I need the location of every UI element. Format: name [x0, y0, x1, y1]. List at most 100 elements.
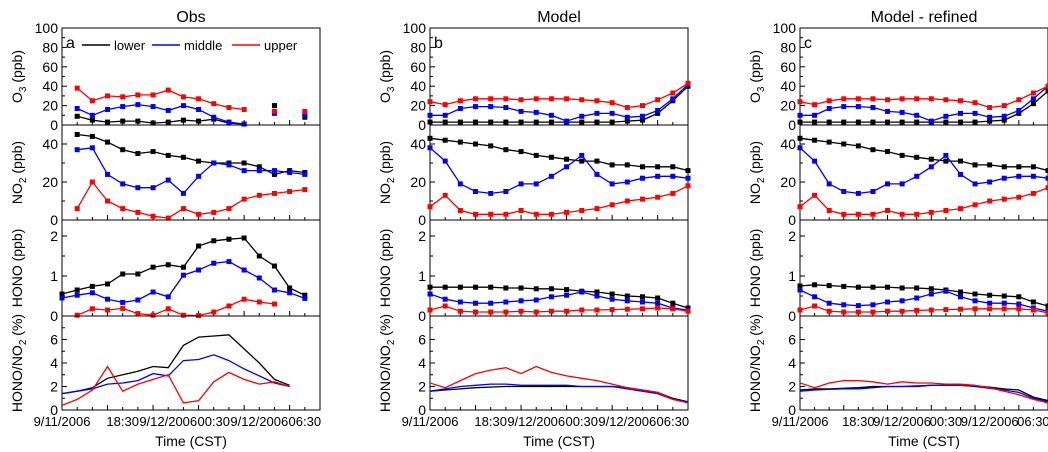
data-point-upper	[957, 98, 963, 104]
data-point-middle	[564, 118, 570, 124]
data-point-upper	[594, 206, 600, 212]
y-tick-label: 20	[780, 98, 796, 114]
data-point-middle	[427, 145, 433, 151]
y-tick-label: 0	[50, 212, 58, 228]
legend-label: upper	[264, 38, 298, 53]
data-point-upper	[302, 108, 308, 114]
data-point-lower	[639, 117, 645, 123]
data-point-upper	[797, 99, 803, 105]
data-point-upper	[639, 196, 645, 202]
data-point-middle	[442, 296, 448, 302]
data-point-upper	[1045, 310, 1048, 316]
data-point-middle	[533, 109, 539, 115]
x-tick-label: 00:30	[930, 414, 963, 429]
y-tick-label: 20	[42, 98, 58, 114]
y-axis-label: NO2 (ppb)	[747, 141, 767, 204]
data-point-upper	[1030, 307, 1036, 313]
data-point-lower	[135, 271, 141, 277]
data-point-middle	[457, 181, 463, 187]
data-point-upper	[442, 303, 448, 309]
subplot-0: 0 20 40 60 80 100 b O3 (ppb)	[377, 20, 691, 133]
series-line-lower	[77, 133, 305, 176]
data-point-lower	[503, 285, 509, 291]
data-point-middle	[841, 189, 847, 194]
data-point-upper	[639, 306, 645, 312]
data-point-upper	[1030, 190, 1036, 196]
data-point-middle	[135, 297, 141, 303]
data-point-middle	[870, 189, 876, 194]
y-tick-label: 0	[788, 308, 796, 324]
data-point-lower	[503, 147, 509, 153]
x-tick-label: 18:30	[106, 414, 139, 429]
data-point-lower	[457, 284, 463, 290]
data-point-upper	[533, 96, 539, 102]
data-point-upper	[287, 189, 293, 194]
legend-label: middle	[184, 38, 222, 53]
y-axis-label: HONO (ppb)	[747, 229, 763, 308]
data-point-lower	[928, 156, 934, 162]
y-tick-label: 20	[410, 98, 426, 114]
data-point-upper	[488, 309, 494, 315]
y-tick-label: 20	[780, 174, 796, 190]
data-point-middle	[256, 275, 262, 281]
plot-frame	[429, 315, 689, 411]
data-point-lower	[488, 143, 494, 149]
subplot-1: 0 20 40 NO2 (ppb)	[9, 124, 321, 228]
data-point-upper	[457, 208, 463, 213]
y-axis-label: NO2 (ppb)	[377, 141, 397, 204]
data-point-middle	[870, 302, 876, 308]
data-point-upper	[548, 308, 554, 314]
x-tick-label: 00:30	[197, 414, 230, 429]
data-point-lower	[150, 149, 156, 155]
data-point-middle	[180, 272, 186, 278]
data-point-middle	[74, 106, 80, 112]
data-point-upper	[89, 306, 95, 312]
y-tick-label: 4	[788, 355, 796, 371]
data-point-upper	[89, 179, 95, 185]
y-tick-label: 40	[42, 78, 58, 94]
data-point-upper	[987, 198, 993, 204]
data-point-upper	[211, 101, 217, 107]
data-point-middle	[518, 108, 524, 114]
data-point-lower	[914, 119, 920, 125]
y-tick-label: 2	[418, 379, 426, 395]
data-point-upper	[427, 204, 433, 210]
x-tick-label: 9/12/2006	[873, 414, 931, 429]
data-point-middle	[135, 102, 141, 108]
data-point-lower	[609, 162, 615, 168]
data-point-lower	[442, 137, 448, 143]
data-point-lower	[196, 158, 202, 164]
data-point-lower	[579, 119, 585, 125]
data-point-upper	[548, 211, 554, 217]
data-point-lower	[427, 284, 433, 290]
data-point-lower	[639, 164, 645, 170]
y-tick-label: 2	[50, 228, 58, 244]
series-line-upper	[430, 305, 688, 313]
data-point-lower	[165, 262, 171, 268]
data-point-upper	[150, 92, 156, 98]
y-tick-label: 60	[780, 59, 796, 75]
data-point-upper	[943, 97, 949, 103]
y-axis-label: O3 (ppb)	[9, 50, 29, 103]
data-point-upper	[457, 308, 463, 314]
data-point-upper	[855, 211, 861, 217]
x-tick-label: 9/12/2006	[507, 414, 565, 429]
data-point-upper	[655, 194, 661, 200]
data-point-middle	[427, 112, 433, 118]
data-point-upper	[74, 85, 80, 91]
y-axis-label: O3 (ppb)	[747, 50, 767, 103]
data-point-lower	[1001, 117, 1007, 123]
data-point-middle	[914, 295, 920, 301]
data-point-middle	[548, 112, 554, 118]
data-point-upper	[885, 308, 891, 314]
data-point-upper	[1016, 194, 1022, 200]
data-point-lower	[1016, 110, 1022, 116]
legend: lower middle upper	[82, 38, 298, 53]
data-point-lower	[302, 292, 308, 298]
data-point-upper	[180, 206, 186, 212]
data-point-upper	[1045, 185, 1048, 191]
y-axis-label: HONO/NO2 (%)	[377, 314, 397, 412]
data-point-lower	[533, 119, 539, 125]
data-point-lower	[1030, 101, 1036, 107]
